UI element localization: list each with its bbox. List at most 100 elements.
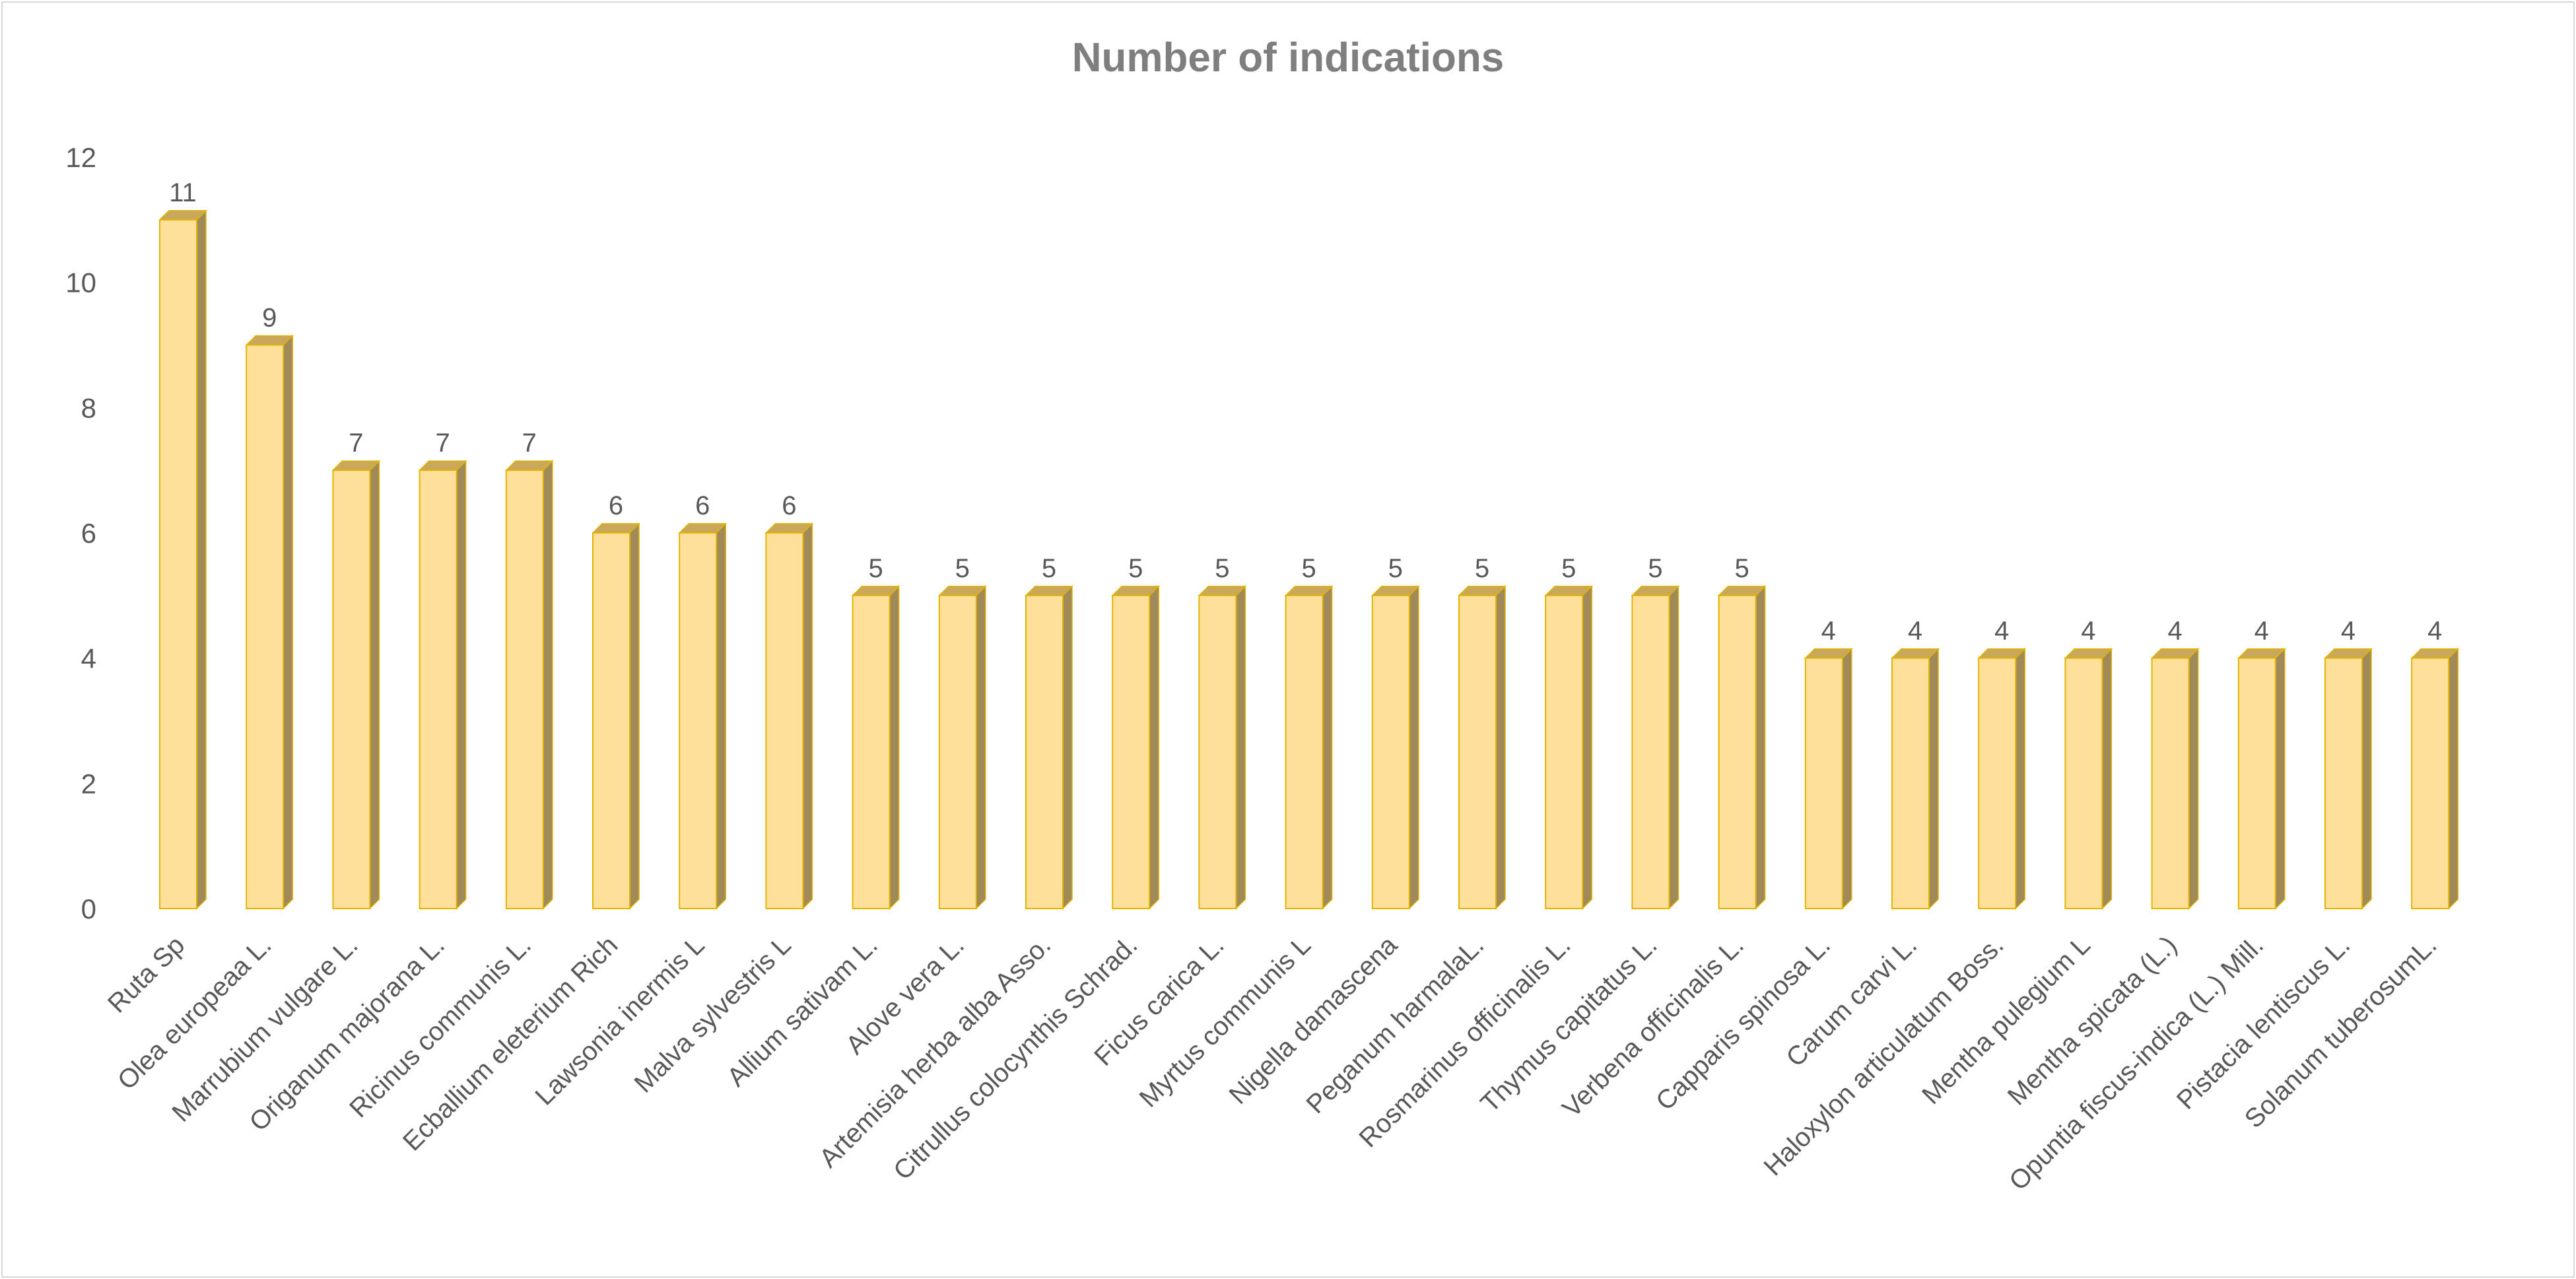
data-label: 7 [435, 429, 450, 458]
bar-front [1978, 657, 2017, 910]
bar-side [2101, 647, 2113, 910]
x-tick-label: Mentha pulegium L [1916, 930, 2096, 1110]
bar-front [159, 219, 197, 909]
bar-front [1112, 594, 1151, 909]
bar-front [2237, 657, 2276, 910]
y-tick-label: 0 [81, 893, 96, 924]
bar-side [1755, 585, 1766, 910]
bar-front [852, 594, 891, 909]
data-label: 4 [1821, 617, 1836, 646]
bar-front [2324, 657, 2363, 910]
data-label: 4 [2341, 617, 2356, 646]
bar-side [629, 522, 640, 910]
bar-side [1495, 585, 1506, 910]
x-tick-label: Allium sativam L. [722, 930, 883, 1092]
data-label: 5 [1301, 554, 1316, 583]
bar [1717, 585, 1767, 910]
bar [1458, 585, 1507, 910]
bar-front [419, 469, 458, 909]
y-tick-label: 2 [81, 768, 96, 799]
bar-front [505, 469, 544, 909]
bar-front [1371, 594, 1410, 909]
bar [418, 460, 467, 910]
data-label: 7 [349, 429, 363, 458]
data-label: 9 [262, 304, 277, 333]
bar-front [1025, 594, 1064, 909]
bar [2410, 647, 2460, 910]
x-tick-label: Capparis spinosa L. [1650, 930, 1836, 1116]
bar-front [2411, 657, 2450, 910]
bar [678, 522, 728, 910]
bar-front [1285, 594, 1324, 909]
x-tick-label: Mentha spicata (L.) [2002, 930, 2183, 1111]
data-label: 5 [1648, 554, 1662, 583]
bar-front [1891, 657, 1930, 910]
bar [1198, 585, 1247, 910]
data-label: 4 [2081, 617, 2095, 646]
x-tick-label: Lawsonia inermis L [529, 930, 710, 1111]
data-label: 5 [1128, 554, 1143, 583]
bar [1025, 585, 1073, 910]
bar-side [283, 334, 293, 910]
bar-side [1409, 585, 1419, 910]
bar-front [2151, 657, 2190, 910]
y-tick-label: 10 [65, 267, 96, 298]
bar-side [716, 522, 726, 910]
bar [158, 209, 207, 910]
data-label: 5 [1388, 554, 1403, 583]
bar-front [1198, 594, 1237, 909]
data-label: 5 [955, 554, 970, 583]
bar [2237, 647, 2286, 910]
data-label: 4 [2254, 617, 2269, 646]
bar-front [1718, 594, 1757, 909]
bar [592, 522, 640, 910]
data-label: 4 [2167, 617, 2182, 646]
bar-front [1804, 657, 1843, 910]
bar-side [1149, 585, 1159, 910]
bar-side [802, 522, 813, 910]
bar-front [679, 532, 718, 909]
data-label: 5 [1042, 554, 1056, 583]
bar [1804, 647, 1853, 910]
bar-side [1235, 585, 1246, 910]
data-label: 5 [1734, 554, 1749, 583]
y-tick-label: 8 [81, 392, 96, 423]
bar-side [196, 209, 207, 910]
bar-front [765, 532, 804, 909]
data-label: 5 [868, 554, 883, 583]
y-tick-label: 6 [81, 518, 96, 549]
bar-side [543, 460, 553, 910]
bar-side [1582, 585, 1592, 910]
bar-side [1062, 585, 1073, 910]
data-label: 4 [1908, 617, 1922, 646]
bar-side [369, 460, 380, 910]
data-label: 6 [609, 491, 623, 520]
y-axis: 0 2 4 6 8 10 12 [65, 142, 96, 924]
bar [331, 460, 381, 910]
bar-side [1668, 585, 1679, 910]
bar [1544, 585, 1594, 910]
data-label: 11 [169, 178, 197, 207]
x-tick-label: Myrtus communis L [1134, 930, 1316, 1113]
bar-front [938, 594, 977, 909]
bar-side [1842, 647, 1852, 910]
bar-side [1322, 585, 1333, 910]
bar-side [889, 585, 900, 910]
bar [2150, 647, 2200, 910]
data-label: 4 [2427, 617, 2442, 646]
data-label: 5 [1475, 554, 1489, 583]
bar [851, 585, 900, 910]
bar-front [1545, 594, 1584, 909]
x-tick-label: Malva sylvestris L [628, 930, 796, 1098]
bar [504, 460, 554, 910]
data-label: 6 [782, 491, 796, 520]
bar [2324, 647, 2373, 910]
bar-front [246, 344, 285, 909]
bar-side [976, 585, 986, 910]
bar [1977, 647, 2027, 910]
bars [158, 209, 2460, 910]
bar [1284, 585, 1334, 910]
data-label: 5 [1215, 554, 1229, 583]
